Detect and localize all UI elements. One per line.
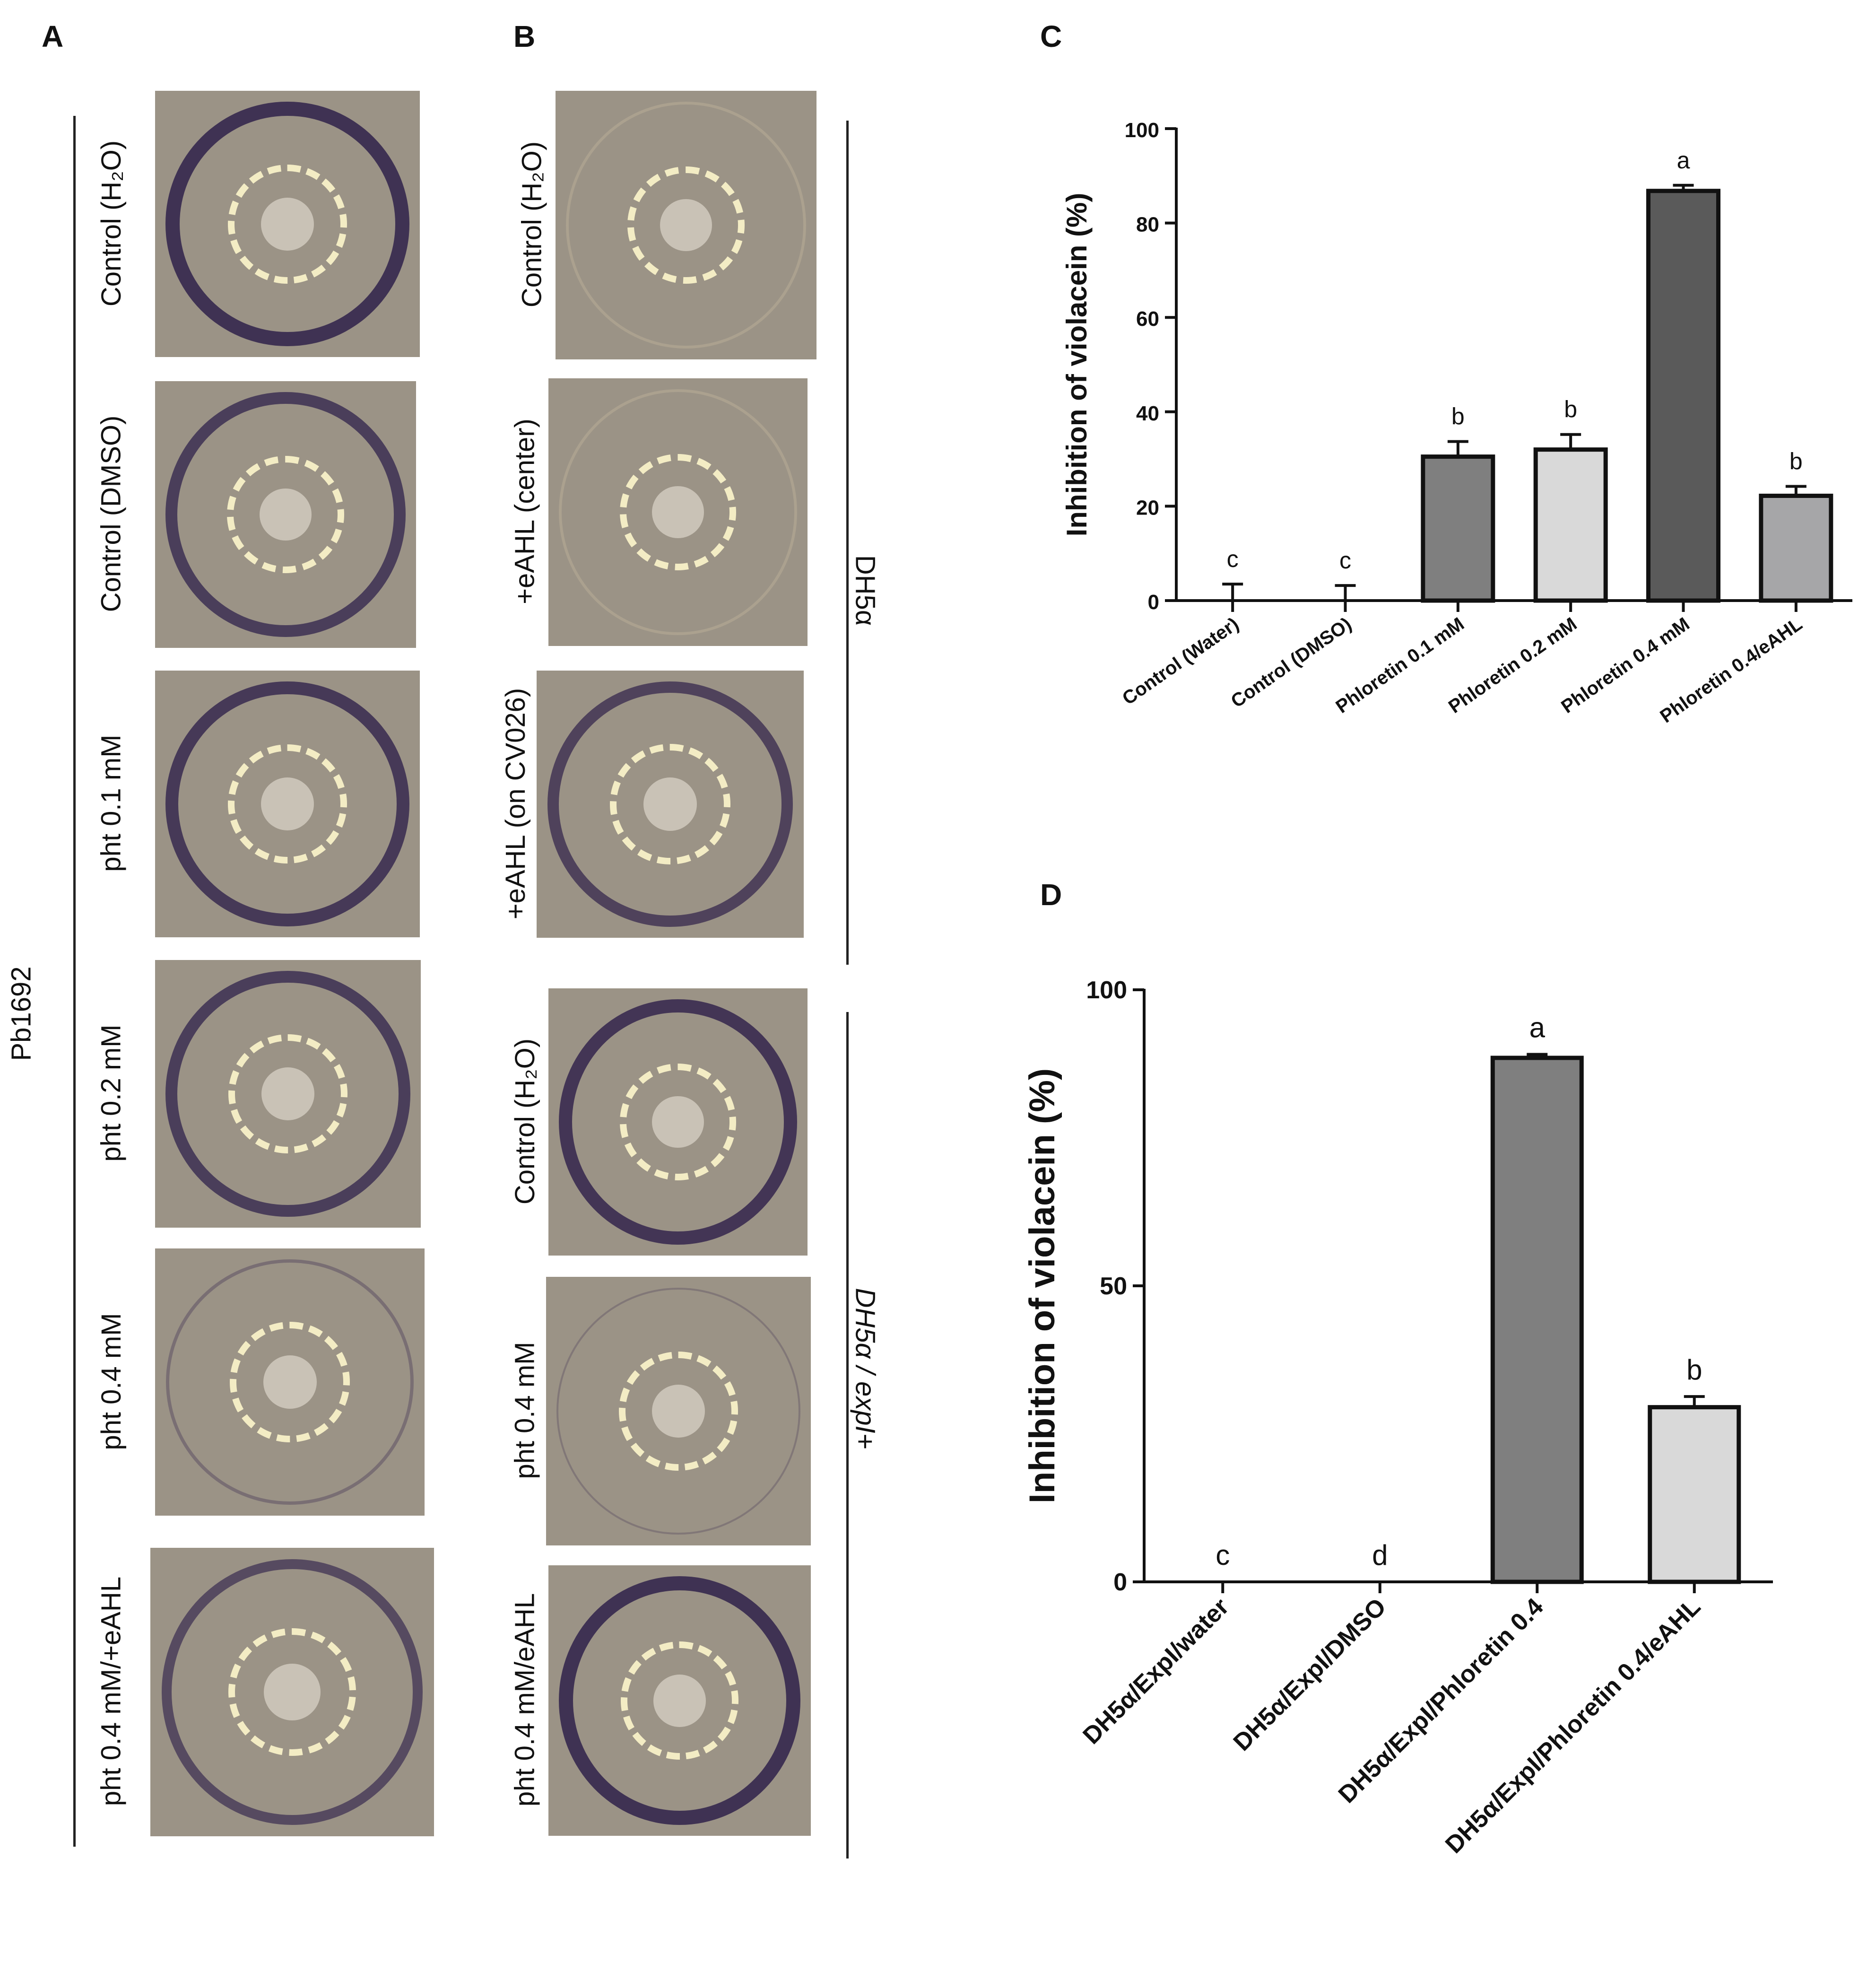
plate-label: Control (H₂O) xyxy=(509,1038,540,1204)
y-tick-label: 100 xyxy=(1125,119,1159,142)
bar xyxy=(1421,454,1495,603)
plate-image xyxy=(155,91,420,357)
plate-image xyxy=(548,378,808,646)
plate-image xyxy=(556,91,816,359)
bar xyxy=(1759,493,1833,603)
significance-letter: b xyxy=(1686,1354,1702,1386)
inhibition-zone-outline xyxy=(228,164,347,284)
inhibition-zone-outline xyxy=(228,1034,348,1154)
plate-image xyxy=(155,960,421,1228)
chart-c: 0 20 40 60 80 100 Inhibition of violacein (%) c… xyxy=(1061,119,1852,727)
panel-b-group2-label: DH5α / expI+ xyxy=(850,1288,881,1449)
x-category-label: Control (Water) xyxy=(1119,613,1242,709)
plate-image xyxy=(150,1548,434,1836)
significance-letter: c xyxy=(1339,547,1351,574)
y-tick-label: 20 xyxy=(1136,496,1159,519)
x-category-label: DH5α/ExpI/water xyxy=(1077,1593,1234,1749)
plate-label: pht 0.4 mM xyxy=(96,1312,127,1450)
plate-label: pht 0.4 mM/+eAHL xyxy=(96,1576,127,1806)
panel-letter-b: B xyxy=(513,19,536,53)
significance-letter: c xyxy=(1216,1539,1230,1571)
significance-letter: b xyxy=(1789,448,1803,474)
violacein-ring xyxy=(165,1259,414,1505)
chart-d: 0 50 100 Inhibition of violacein (%) c DH5α/E… xyxy=(1022,977,1773,1859)
inhibition-zone-outline xyxy=(619,1064,737,1180)
significance-letter: b xyxy=(1451,403,1465,430)
y-axis-label: Inhibition of violacein (%) xyxy=(1061,193,1093,537)
plate-image xyxy=(155,1248,425,1516)
violacein-ring xyxy=(566,101,806,349)
y-tick-label: 40 xyxy=(1136,402,1159,425)
panel-letter-c: C xyxy=(1040,19,1062,53)
inhibition-zone-outline xyxy=(228,744,347,864)
plate-image xyxy=(548,1565,811,1836)
plate-image xyxy=(548,988,808,1256)
panel-letter-d: D xyxy=(1040,878,1062,912)
plate-image xyxy=(546,1277,811,1545)
inhibition-zone-outline xyxy=(619,1352,738,1471)
plate-label: Control (DMSO) xyxy=(96,415,127,612)
significance-letter: a xyxy=(1529,1012,1546,1043)
y-tick-label: 50 xyxy=(1100,1273,1127,1300)
y-tick-label: 100 xyxy=(1086,977,1127,1004)
x-category-label: DH5α/ExpI/DMSO xyxy=(1228,1593,1392,1756)
bar xyxy=(1648,1405,1741,1584)
y-tick-label: 0 xyxy=(1113,1569,1127,1596)
inhibition-zone-outline xyxy=(620,1641,739,1760)
x-category-label: DH5α/ExpI/Phloretin 0.4/eAHL xyxy=(1440,1593,1706,1859)
panel-b-group2-line xyxy=(846,1012,849,1859)
inhibition-zone-outline xyxy=(627,166,745,284)
violacein-ring xyxy=(556,1287,800,1535)
plate-image xyxy=(155,381,416,648)
plate-image xyxy=(537,671,804,938)
bar xyxy=(1646,189,1720,603)
plate-label: pht 0.4 mM/eAHL xyxy=(509,1593,540,1807)
inhibition-zone-outline xyxy=(228,1628,356,1756)
panel-b-group1-line xyxy=(846,121,849,965)
plate-label: Control (H₂O) xyxy=(96,140,127,306)
plate-label: pht 0.4 mM xyxy=(509,1342,540,1479)
plate-label: pht 0.2 mM xyxy=(96,1024,127,1162)
panel-letter-a: A xyxy=(42,19,64,53)
panel-a-bracket-line xyxy=(73,116,76,1847)
y-tick-label: 0 xyxy=(1148,591,1159,614)
significance-letter: d xyxy=(1372,1539,1388,1571)
violacein-ring xyxy=(558,389,798,636)
inhibition-zone-outline xyxy=(610,744,730,864)
significance-letter: a xyxy=(1677,147,1690,174)
y-axis-label: Inhibition of violacein (%) xyxy=(1022,1068,1062,1503)
inhibition-zone-outline xyxy=(229,1322,350,1442)
plate-image xyxy=(155,671,420,937)
bar xyxy=(1490,1056,1584,1584)
y-tick-label: 80 xyxy=(1136,213,1159,236)
significance-letter: b xyxy=(1564,396,1577,423)
panel-a-group-label: Pb1692 xyxy=(6,966,37,1061)
plate-label: +eAHL (center) xyxy=(509,419,540,604)
significance-letter: c xyxy=(1227,546,1239,572)
y-tick-label: 60 xyxy=(1136,307,1159,331)
inhibition-zone-outline xyxy=(619,454,737,571)
inhibition-zone-outline xyxy=(226,455,345,574)
panel-b-group1-label: DH5α xyxy=(850,555,881,626)
plate-label: pht 0.1 mM xyxy=(96,734,127,872)
plate-label: Control (H₂O) xyxy=(516,141,547,308)
bar xyxy=(1533,447,1608,603)
plate-label: +eAHL (on CV026) xyxy=(500,688,531,919)
